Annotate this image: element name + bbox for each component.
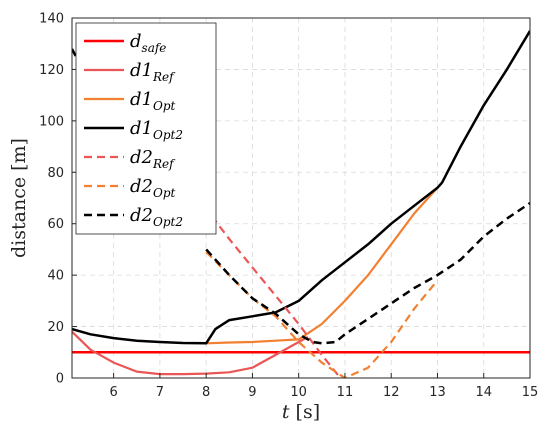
legend-label-d1_Opt2: d1Opt2 bbox=[130, 118, 183, 142]
plot-area bbox=[72, 30, 530, 378]
y-tick-label: 80 bbox=[47, 166, 64, 181]
series-line-d2_Opt bbox=[205, 251, 439, 378]
x-tick-label: 7 bbox=[156, 385, 164, 400]
series-line-d1_Opt bbox=[206, 181, 443, 345]
series-line-d1_Opt2 bbox=[72, 30, 530, 345]
axes-frame bbox=[71, 17, 531, 379]
x-tick-label: 9 bbox=[248, 385, 256, 400]
legend-label-d2_Opt2: d2Opt2 bbox=[130, 205, 183, 229]
y-tick-label: 140 bbox=[39, 12, 64, 27]
x-axis-label: t [s] bbox=[282, 401, 320, 423]
series-line-d2_Opt2 bbox=[205, 202, 530, 345]
series-line-d2_Ref bbox=[202, 205, 342, 378]
x-tick-label: 15 bbox=[522, 385, 539, 400]
y-tick-label: 100 bbox=[39, 114, 64, 129]
x-axis-label-unit: [s] bbox=[296, 401, 321, 423]
x-tick-label: 10 bbox=[290, 385, 307, 400]
legend-label-d2_Opt: d2Opt bbox=[130, 176, 176, 200]
legend-label-d2_Ref: d2Ref bbox=[130, 147, 176, 171]
x-tick-label: 6 bbox=[109, 385, 117, 400]
x-axis-label-variable: t bbox=[282, 401, 290, 423]
legend-label-d1_Opt: d1Opt bbox=[130, 89, 176, 113]
y-tick-label: 120 bbox=[39, 63, 64, 78]
legend: dsafe d1Ref d1Opt d1Opt2 d2Ref d2Opt d2Opt2 bbox=[75, 22, 217, 235]
x-tick-label: 14 bbox=[475, 385, 492, 400]
x-axis-ticks: 6 7 8 9 10 11 12 13 14 15 bbox=[109, 373, 538, 400]
y-axis-label: distance [m] bbox=[8, 138, 30, 258]
legend-label-d_safe: dsafe bbox=[130, 31, 166, 55]
y-tick-label: 0 bbox=[56, 372, 64, 387]
series-line-d1_Ref bbox=[72, 330, 309, 376]
y-tick-label: 60 bbox=[47, 217, 64, 232]
x-tick-label: 8 bbox=[202, 385, 210, 400]
y-tick-label: 20 bbox=[47, 320, 64, 335]
x-tick-label: 11 bbox=[337, 385, 354, 400]
y-tick-label: 40 bbox=[47, 269, 64, 284]
legend-label-d1_Ref: d1Ref bbox=[130, 60, 176, 84]
x-tick-label: 13 bbox=[429, 385, 446, 400]
y-axis-ticks: 0 20 40 60 80 100 120 140 bbox=[39, 12, 77, 387]
x-tick-label: 12 bbox=[383, 385, 400, 400]
